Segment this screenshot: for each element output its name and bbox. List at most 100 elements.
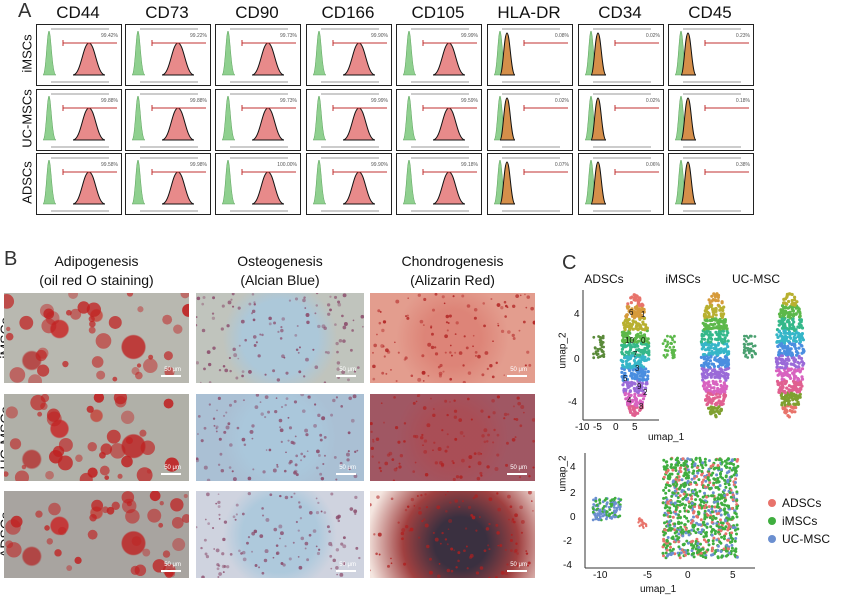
flow-histogram: 99.99% (396, 24, 482, 86)
scale-bar-label: 50 μm (510, 367, 527, 373)
scale-bar (336, 570, 356, 572)
sample-histogram (342, 107, 376, 141)
x-tick: 0 (613, 422, 619, 433)
x-tick: -10 (575, 422, 590, 433)
marker-hla-dr: HLA-DR (497, 3, 561, 22)
y-tick: 4 (570, 462, 576, 473)
percentage-label: 99.22% (190, 33, 207, 39)
y-axis-label: umap_2 (557, 332, 569, 369)
y-tick: 2 (570, 488, 576, 499)
row-label-adscs: ADSCs (19, 161, 35, 204)
control-histogram (312, 95, 327, 141)
control-histogram (131, 159, 146, 205)
scale-bar (161, 570, 181, 572)
flow-histogram: 99.88% (36, 89, 122, 151)
percentage-label: 99.18% (461, 162, 478, 168)
cluster-label: 9 (637, 382, 642, 391)
flow-histogram: 99.73% (215, 24, 301, 86)
flow-histogram: 0.18% (668, 89, 754, 151)
y-tick: -4 (563, 560, 572, 571)
sample-histogram (590, 32, 607, 76)
scale-bar-label: 50 μm (339, 562, 356, 568)
sample-histogram (499, 32, 516, 76)
legend-item: iMSCs (768, 514, 817, 528)
marker-cd73: CD73 (145, 3, 189, 22)
sample-histogram (72, 42, 106, 76)
marker-cd44: CD44 (56, 3, 100, 22)
flow-histogram: 0.07% (487, 153, 573, 215)
sample-histogram (680, 32, 697, 76)
control-histogram (42, 159, 57, 205)
flow-histogram: 99.58% (36, 153, 122, 215)
sample-histogram (590, 97, 607, 141)
marker-cd34: CD34 (598, 3, 642, 22)
percentage-label: 99.88% (190, 98, 207, 104)
legend-item: UC-MSC (768, 532, 830, 546)
column-header-osteogenesis: Osteogenesis (Alcian Blue) (237, 253, 323, 288)
percentage-label: 99.99% (371, 98, 388, 104)
percentage-label: 99.59% (461, 98, 478, 104)
x-tick: -10 (593, 570, 608, 581)
column-header-adipogenesis: Adipogenesis (oil red O staining) (39, 253, 154, 288)
cluster-label: 5 (623, 374, 628, 383)
control-histogram (402, 30, 417, 76)
control-histogram (402, 159, 417, 205)
scale-bar-label: 50 μm (164, 465, 181, 471)
legend-swatch (768, 517, 776, 525)
stain-image: 50 μm (196, 394, 364, 481)
flow-histogram: 99.88% (125, 89, 211, 151)
percentage-label: 99.42% (101, 33, 118, 39)
stain-image: 50 μm (370, 491, 535, 578)
row-label-imscs: iMSCs (19, 34, 35, 73)
stain-image: 50 μm (4, 491, 189, 578)
y-tick: -2 (563, 536, 572, 547)
control-histogram (402, 95, 417, 141)
sample-histogram (590, 161, 607, 205)
percentage-label: 99.58% (101, 162, 118, 168)
sample-histogram (161, 107, 195, 141)
cluster-label: 4 (627, 396, 632, 405)
sample-histogram (680, 97, 697, 141)
control-histogram (312, 159, 327, 205)
percentage-label: 0.02% (645, 33, 660, 39)
legend-item: ADSCs (768, 496, 821, 510)
flow-histogram: 0.02% (578, 24, 664, 86)
scale-bar (161, 473, 181, 475)
flow-histogram: 99.98% (125, 153, 211, 215)
stain-image: 50 μm (196, 491, 364, 578)
y-tick: 0 (570, 512, 576, 523)
sample-histogram (342, 42, 376, 76)
x-axis-label: umap_1 (640, 584, 677, 595)
sample-histogram (72, 171, 106, 205)
scale-bar-label: 50 μm (164, 367, 181, 373)
control-histogram (221, 30, 236, 76)
scale-bar-label: 50 μm (339, 465, 356, 471)
y-tick: 0 (574, 354, 580, 365)
percentage-label: 0.38% (735, 162, 750, 168)
sample-histogram (251, 107, 285, 141)
y-tick: 4 (574, 309, 580, 320)
cluster-label: 7 (633, 350, 638, 359)
sample-histogram (251, 42, 285, 76)
percentage-label: 0.02% (554, 98, 569, 104)
control-histogram (221, 159, 236, 205)
panel-b-letter: B (4, 248, 18, 270)
row-label-uc-mscs: UC-MSCs (19, 89, 35, 148)
percentage-label: 99.98% (190, 162, 207, 168)
control-histogram (131, 95, 146, 141)
panel-a-letter: A (18, 0, 32, 22)
flow-histogram: 100.00% (215, 153, 301, 215)
x-tick: -5 (643, 570, 652, 581)
control-histogram (42, 95, 57, 141)
control-histogram (42, 30, 57, 76)
sample-histogram (432, 107, 466, 141)
scale-bar-label: 50 μm (510, 562, 527, 568)
cluster-label: 6 (629, 308, 634, 317)
marker-cd90: CD90 (235, 3, 279, 22)
x-axis-label: umap_1 (648, 432, 685, 443)
cluster-label: 3 (635, 364, 640, 373)
legend-label: iMSCs (782, 514, 818, 528)
control-histogram (312, 30, 327, 76)
x-tick: -5 (593, 422, 602, 433)
flow-histogram: 99.99% (306, 89, 392, 151)
